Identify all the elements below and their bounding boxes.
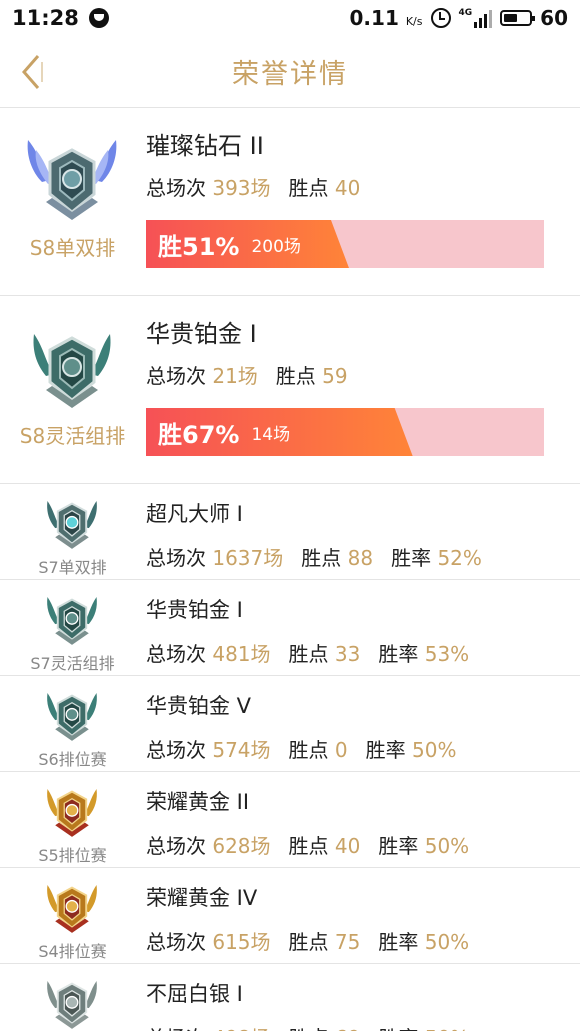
season-row[interactable]: S6排位赛 华贵铂金 V 总场次 574场 胜点 0 胜率 50% bbox=[0, 676, 580, 772]
page-title: 荣誉详情 bbox=[232, 59, 348, 90]
stats-line: 总场次 393场 胜点 40 bbox=[146, 176, 361, 200]
total-games: 574场 bbox=[212, 738, 271, 762]
gold-badge-icon bbox=[47, 789, 97, 837]
total-games: 628场 bbox=[212, 834, 271, 858]
rank-name: 璀璨钻石 II bbox=[146, 132, 264, 160]
alarm-icon bbox=[430, 8, 451, 28]
league-points: 33 bbox=[334, 642, 361, 666]
rank-name: 荣耀黄金 II bbox=[146, 790, 250, 814]
signal-icon: 4G bbox=[459, 8, 493, 28]
rank-name: 华贵铂金 V bbox=[146, 694, 252, 718]
season-label: S8灵活组排 bbox=[19, 424, 126, 448]
battery-icon bbox=[500, 10, 536, 26]
win-rate: 50% bbox=[424, 930, 470, 954]
rank-name: 华贵铂金 I bbox=[146, 320, 257, 348]
season-label: S7单双排 bbox=[38, 558, 107, 577]
total-games: 393场 bbox=[212, 176, 271, 200]
stats-line: 总场次 1637场 胜点 88 胜率 52% bbox=[146, 546, 482, 570]
stats-line: 总场次 628场 胜点 40 胜率 50% bbox=[146, 834, 470, 858]
win-rate: 50% bbox=[425, 1026, 469, 1031]
stats-line: 总场次 574场 胜点 0 胜率 50% bbox=[146, 738, 457, 762]
league-points: 75 bbox=[334, 930, 361, 954]
silver-badge-icon bbox=[47, 981, 97, 1029]
diamond-badge-icon bbox=[27, 140, 117, 220]
season-card[interactable]: S8单双排 璀璨钻石 II 总场次 393场 胜点 40 胜51% 200场 bbox=[0, 108, 580, 296]
league-points: 0 bbox=[334, 738, 348, 762]
total-games: 615场 bbox=[212, 930, 271, 954]
rank-name: 超凡大师 I bbox=[146, 502, 243, 526]
app-notification-icon bbox=[88, 8, 109, 28]
rank-name: 不屈白银 I bbox=[146, 982, 243, 1006]
total-games: 481场 bbox=[212, 642, 271, 666]
back-arrow-icon[interactable] bbox=[16, 52, 50, 92]
season-row[interactable]: S7单双排 超凡大师 I 总场次 1637场 胜点 88 胜率 52% bbox=[0, 484, 580, 580]
stats-line: 总场次 21场 胜点 59 bbox=[146, 364, 348, 388]
winrate-percent: 胜51% bbox=[158, 232, 240, 261]
nav-bar: 荣誉详情 bbox=[0, 36, 580, 108]
season-label: S5排位赛 bbox=[38, 846, 107, 865]
season-label: S6排位赛 bbox=[38, 750, 107, 769]
win-rate: 50% bbox=[412, 738, 457, 762]
platinum-badge-icon bbox=[47, 693, 97, 741]
platinum-badge-icon bbox=[33, 334, 111, 408]
battery-level: 60 bbox=[540, 6, 568, 30]
season-label: S8单双排 bbox=[29, 236, 116, 260]
season-label: S7灵活组排 bbox=[30, 654, 115, 673]
stats-line: 总场次 498场胜点 69胜率 50% bbox=[146, 1022, 469, 1031]
master-badge-icon bbox=[47, 501, 97, 549]
winrate-bar: 胜67% 14场 bbox=[146, 408, 544, 456]
winrate-bar-fill bbox=[146, 220, 349, 268]
status-bar: 11:28 0.11 K/s 4G 60 bbox=[0, 0, 580, 36]
rank-name: 荣耀黄金 IV bbox=[146, 886, 258, 910]
league-points: 88 bbox=[347, 546, 374, 570]
league-points: 40 bbox=[334, 834, 361, 858]
gold-badge-icon bbox=[47, 885, 97, 933]
season-row[interactable]: S5排位赛 荣耀黄金 II 总场次 628场 胜点 40 胜率 50% bbox=[0, 772, 580, 868]
total-games: 498场 bbox=[212, 1026, 270, 1031]
win-rate: 50% bbox=[424, 834, 470, 858]
stats-line: 总场次 481场 胜点 33 胜率 53% bbox=[146, 642, 470, 666]
season-card[interactable]: S8灵活组排 华贵铂金 I 总场次 21场 胜点 59 胜67% 14场 bbox=[0, 296, 580, 484]
season-row[interactable]: S7灵活组排 华贵铂金 I 总场次 481场 胜点 33 胜率 53% bbox=[0, 580, 580, 676]
win-rate: 52% bbox=[437, 546, 482, 570]
league-points: 59 bbox=[322, 364, 348, 388]
wins-count: 200场 bbox=[251, 236, 301, 257]
platinum-badge-icon bbox=[47, 597, 97, 645]
winrate-bar-fill bbox=[146, 408, 413, 456]
winrate-bar: 胜51% 200场 bbox=[146, 220, 544, 268]
stats-line: 总场次 615场 胜点 75 胜率 50% bbox=[146, 930, 470, 954]
season-row[interactable]: 不屈白银 I 总场次 498场胜点 69胜率 50% bbox=[0, 964, 580, 1031]
status-time: 11:28 bbox=[12, 6, 79, 30]
network-speed: 0.11 K/s bbox=[349, 6, 423, 30]
winrate-percent: 胜67% bbox=[158, 420, 240, 449]
season-row[interactable]: S4排位赛 荣耀黄金 IV 总场次 615场 胜点 75 胜率 50% bbox=[0, 868, 580, 964]
rank-name: 华贵铂金 I bbox=[146, 598, 243, 622]
win-rate: 53% bbox=[424, 642, 470, 666]
wins-count: 14场 bbox=[251, 424, 291, 445]
league-points: 40 bbox=[334, 176, 361, 200]
league-points: 69 bbox=[335, 1026, 360, 1031]
total-games: 1637场 bbox=[212, 546, 284, 570]
season-label: S4排位赛 bbox=[38, 942, 107, 961]
total-games: 21场 bbox=[212, 364, 258, 388]
